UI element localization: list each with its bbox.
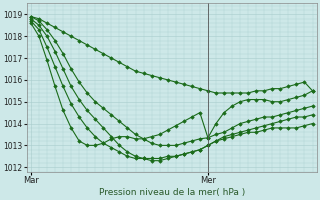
X-axis label: Pression niveau de la mer( hPa ): Pression niveau de la mer( hPa ) [99, 188, 245, 197]
